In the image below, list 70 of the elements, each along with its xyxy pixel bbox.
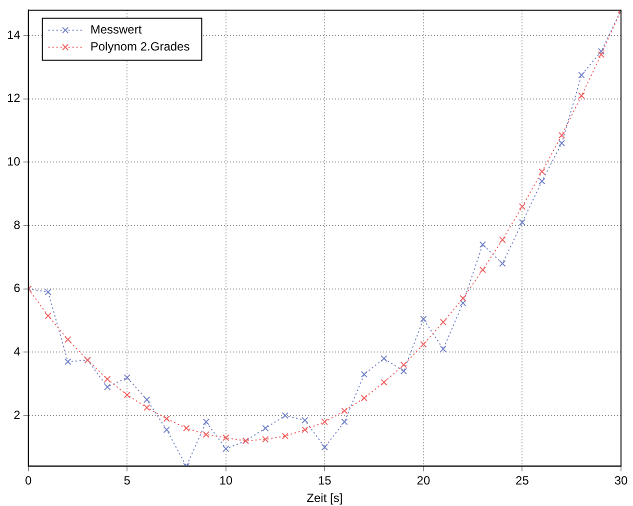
point <box>183 424 190 432</box>
point <box>598 51 605 58</box>
x-tick-label: 15 <box>318 474 332 488</box>
point <box>202 418 210 426</box>
point <box>144 396 150 404</box>
point <box>518 219 526 226</box>
y-tick-label: 8 <box>14 218 21 232</box>
point <box>460 300 466 306</box>
point <box>440 346 447 352</box>
point <box>400 368 408 375</box>
x-axis-title: Zeit [s] <box>306 491 343 506</box>
point <box>420 316 427 322</box>
point <box>479 241 486 248</box>
point <box>202 431 210 438</box>
point <box>44 288 52 296</box>
x-tick-label: 30 <box>614 474 628 488</box>
y-tick-label: 4 <box>14 344 21 359</box>
point <box>558 132 566 139</box>
point <box>578 72 585 78</box>
point <box>64 358 72 366</box>
x-tick-label: 25 <box>516 474 530 488</box>
point <box>499 260 506 267</box>
point <box>282 432 288 440</box>
point <box>380 378 388 386</box>
point <box>44 312 52 320</box>
x-tick-label: 10 <box>219 474 233 488</box>
point <box>144 404 150 411</box>
point <box>558 140 566 147</box>
legend-label: Polynom 2.Grades <box>90 40 190 54</box>
y-tick-label: 2 <box>14 408 21 422</box>
point <box>578 92 585 100</box>
y-tick-label: 10 <box>6 154 21 169</box>
point <box>598 48 605 55</box>
point <box>341 407 348 414</box>
point <box>104 376 111 382</box>
point <box>124 374 130 381</box>
point <box>321 444 328 451</box>
point <box>380 355 388 362</box>
point <box>420 340 427 348</box>
point <box>64 336 72 343</box>
point <box>538 168 546 176</box>
x-tick-label: 5 <box>124 474 131 488</box>
x-tick-label: 20 <box>416 474 430 488</box>
point <box>262 424 269 432</box>
point <box>163 415 170 422</box>
point <box>222 445 230 452</box>
point <box>262 436 269 443</box>
point <box>479 266 486 274</box>
point <box>360 371 368 378</box>
legend-label: Messwert <box>90 22 142 37</box>
point <box>302 426 308 434</box>
point <box>302 416 308 424</box>
point <box>400 362 408 368</box>
y-tick-label: 14 <box>6 28 21 42</box>
point <box>460 295 466 302</box>
x-tick-label: 0 <box>25 474 32 488</box>
y-tick-label: 6 <box>14 281 21 296</box>
point <box>104 384 111 390</box>
point <box>341 418 348 426</box>
y-tick-label: 12 <box>6 91 21 106</box>
point <box>440 318 447 326</box>
point <box>538 178 546 185</box>
point <box>360 394 368 402</box>
point <box>321 418 328 426</box>
point <box>282 412 288 419</box>
point <box>499 236 506 244</box>
point <box>222 434 230 442</box>
point <box>124 392 130 398</box>
point <box>518 203 526 210</box>
point <box>163 426 170 434</box>
